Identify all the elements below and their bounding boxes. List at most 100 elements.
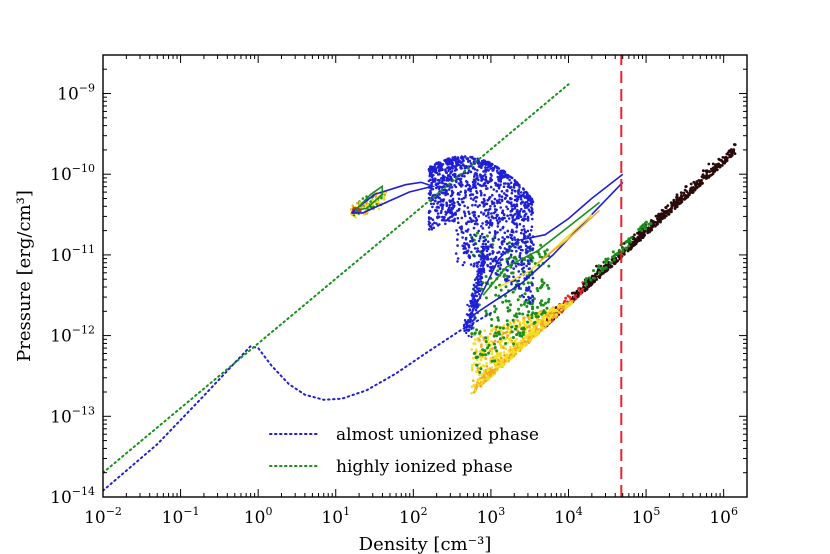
scatter-point <box>729 148 733 151</box>
scatter-point <box>541 318 544 321</box>
scatter-point <box>487 213 490 216</box>
scatter-point <box>447 160 451 164</box>
scatter-point <box>506 173 510 177</box>
scatter-point <box>511 356 514 359</box>
scatter-point <box>469 218 473 221</box>
scatter-point <box>480 184 483 188</box>
scatter-point <box>468 240 472 243</box>
scatter-point <box>525 191 529 195</box>
y-tick-label: 10−10 <box>50 162 95 185</box>
scatter-point <box>666 204 670 208</box>
scatter-point <box>437 187 441 191</box>
scatter-point <box>476 247 479 250</box>
scatter-point <box>513 327 517 331</box>
scatter-point <box>517 286 521 290</box>
scatter-point <box>685 190 689 194</box>
scatter-point <box>537 252 541 256</box>
scatter-point <box>481 227 485 230</box>
scatter-point <box>728 154 731 158</box>
scatter-point <box>464 242 468 246</box>
scatter-point <box>496 213 499 217</box>
series-lines <box>103 55 623 497</box>
scatter-point <box>481 174 485 178</box>
scatter-point <box>498 220 502 223</box>
scatter-point <box>523 270 526 274</box>
scatter-point <box>511 237 514 241</box>
scatter-point <box>471 363 474 367</box>
scatter-point <box>468 319 472 322</box>
scatter-point <box>490 339 493 343</box>
scatter-point <box>485 234 489 238</box>
scatter-point <box>432 202 436 206</box>
scatter-point <box>489 176 492 180</box>
scatter-point <box>472 391 476 394</box>
scatter-point <box>500 190 504 193</box>
scatter-point <box>509 303 512 307</box>
scatter-point <box>515 203 519 206</box>
scatter-point <box>558 311 561 314</box>
scatter-point <box>446 210 450 213</box>
scatter-point <box>725 159 729 162</box>
scatter-point <box>501 242 504 246</box>
scatter-point <box>479 264 482 267</box>
scatter-point <box>454 167 458 170</box>
y-tick-label: 10−9 <box>57 82 95 105</box>
scatter-point <box>470 155 474 159</box>
scatter-point <box>506 214 509 217</box>
scatter-point <box>467 329 471 332</box>
scatter-point <box>500 171 504 175</box>
scatter-point <box>490 215 494 218</box>
scatter-point <box>509 186 512 190</box>
scatter-point <box>531 276 535 280</box>
scatter-point <box>507 257 511 260</box>
scatter-point <box>525 286 528 290</box>
scatter-point <box>474 186 478 190</box>
scatter-point <box>516 298 520 302</box>
scatter-point <box>506 334 510 337</box>
scatter-point <box>478 350 482 353</box>
scatter-point <box>484 340 488 344</box>
scatter-point <box>481 380 485 383</box>
scatter-point <box>476 290 480 293</box>
scatter-point <box>471 180 475 184</box>
scatter-point <box>473 283 476 287</box>
scatter-point <box>468 305 471 308</box>
scatter-point <box>652 220 656 224</box>
scatter-point <box>498 201 502 205</box>
scatter-point <box>493 368 497 371</box>
scatter-point <box>485 362 488 365</box>
scatter-point <box>506 306 510 310</box>
scatter-point <box>481 242 485 246</box>
scatter-point <box>514 238 517 242</box>
scatter-point <box>465 251 468 255</box>
scatter-point <box>483 254 486 258</box>
scatter-point <box>456 244 459 247</box>
scatter-point <box>463 214 467 218</box>
scatter-point <box>519 198 523 201</box>
scatter-point <box>484 166 487 169</box>
scatter-point <box>499 352 502 356</box>
scatter-point <box>436 194 439 198</box>
scatter-point <box>705 169 709 173</box>
scatter-point <box>605 268 609 272</box>
scatter-point <box>507 200 510 204</box>
scatter-point <box>733 152 737 156</box>
scatter-point <box>505 330 509 334</box>
scatter-point <box>461 158 464 161</box>
scatter-point <box>483 376 487 379</box>
scatter-point <box>598 271 601 274</box>
scatter-point <box>493 359 497 363</box>
scatter-point <box>486 265 489 268</box>
scatter-point <box>476 231 479 235</box>
scatter-point <box>496 340 500 344</box>
scatter-point <box>493 197 497 201</box>
scatter-point <box>589 278 593 282</box>
scatter-point <box>478 373 481 377</box>
scatter-point <box>504 193 508 197</box>
scatter-point <box>502 185 506 188</box>
scatter-point <box>485 214 488 218</box>
scatter-point <box>532 243 535 246</box>
x-tick-label: 100 <box>244 505 273 528</box>
scatter-point <box>514 246 517 249</box>
scatter-point <box>496 175 500 179</box>
